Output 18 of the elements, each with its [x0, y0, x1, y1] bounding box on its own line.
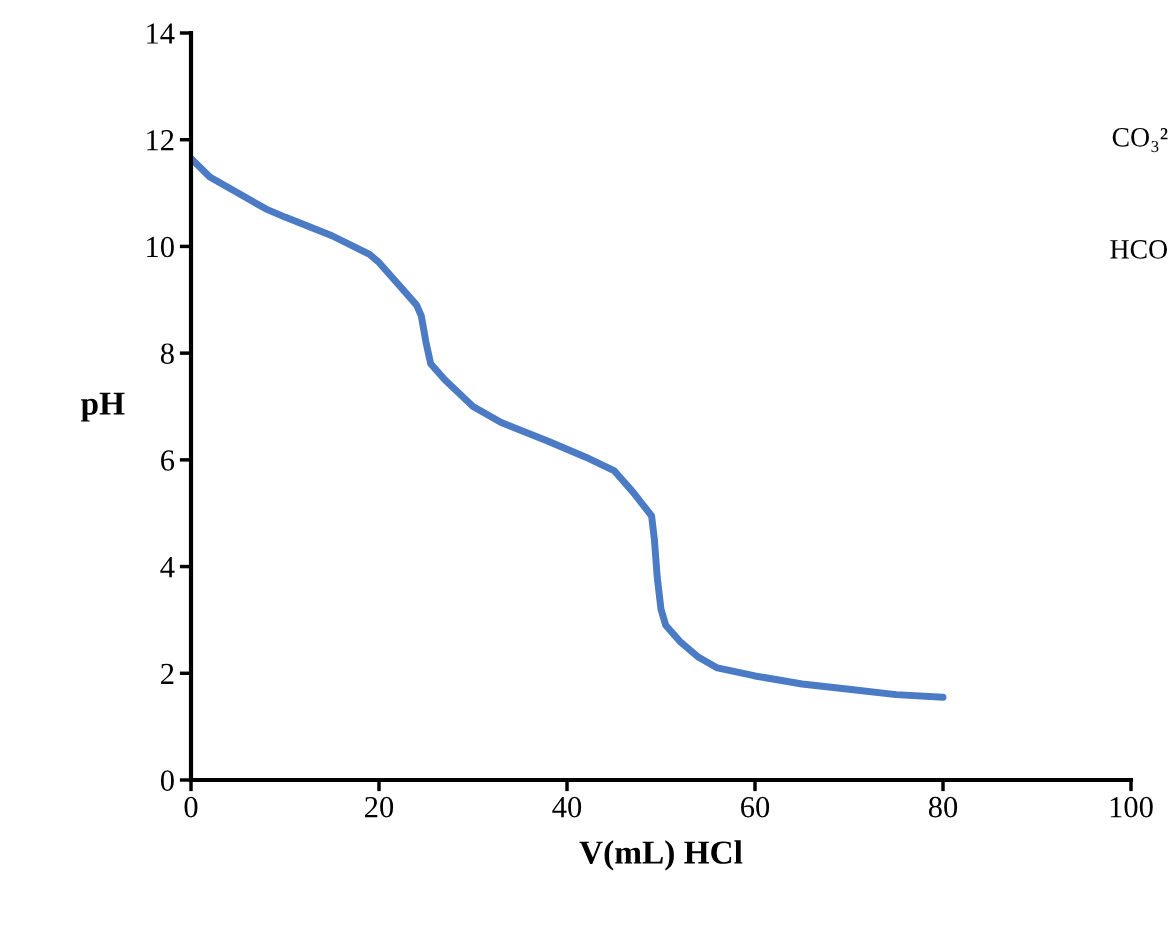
x-tick-label: 60	[741, 796, 770, 818]
y-tick-label: 6	[161, 450, 175, 471]
y-axis-title: pH	[81, 392, 125, 422]
x-tick-label: 40	[552, 796, 582, 818]
annotation: CO₃²	[1112, 128, 1168, 153]
annotation: HCO	[1110, 240, 1167, 259]
y-tick-label: 8	[160, 343, 174, 365]
x-axis-title: V(mL) HCl	[579, 840, 743, 871]
y-tick-label: 4	[160, 557, 175, 578]
y-tick-label: 14	[147, 23, 175, 44]
x-tick-label: 80	[928, 796, 958, 818]
y-tick-label: 10	[147, 236, 174, 258]
y-tick-label: 0	[160, 770, 174, 791]
y-tick-label: 12	[147, 130, 174, 151]
y-tick-label: 2	[161, 663, 174, 684]
x-tick-label: 100	[1110, 796, 1153, 818]
x-tick-label: 0	[184, 796, 198, 818]
x-tick-label: 20	[365, 796, 394, 818]
